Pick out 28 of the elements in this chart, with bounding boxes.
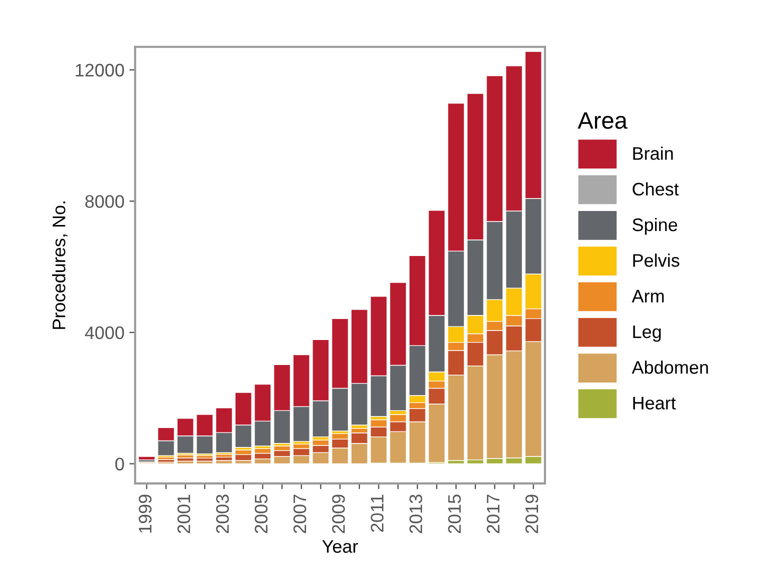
legend-label: Abdomen <box>632 360 708 374</box>
x-tick-label: 2007 <box>293 494 306 534</box>
y-tick-label: 8000 <box>85 195 124 208</box>
bar <box>234 454 252 461</box>
x-tick-label: 2009 <box>332 494 345 534</box>
x-tick-label: 2011 <box>370 494 384 532</box>
x-tick-label: 2015 <box>448 494 461 534</box>
legend-label: Leg <box>633 326 661 342</box>
legend-title: Area <box>578 112 628 129</box>
legend-label: Arm <box>632 290 664 302</box>
y-axis-title: Procedures, No. <box>52 202 68 329</box>
y-tick-label: 0 <box>115 458 124 470</box>
x-tick-label: 2013 <box>409 494 422 534</box>
x-tick-label: 1999 <box>138 494 152 533</box>
y-tick-label: 12000 <box>76 64 124 77</box>
x-tick-label: 2003 <box>216 494 229 534</box>
x-axis-title: Year <box>322 540 358 553</box>
bar <box>138 456 156 460</box>
legend-label: Heart <box>633 396 676 410</box>
legend-label: Spine <box>632 218 678 235</box>
x-tick-label: 2001 <box>177 494 190 534</box>
x-tick-label: 2017 <box>486 494 500 534</box>
legend-label: Chest <box>632 182 679 196</box>
legend-label: Pelvis <box>633 254 680 267</box>
y-tick-label: 4000 <box>84 326 124 340</box>
x-tick-label: 2005 <box>254 494 268 534</box>
x-tick-label: 2019 <box>525 494 538 534</box>
legend-label: Brain <box>633 146 673 160</box>
